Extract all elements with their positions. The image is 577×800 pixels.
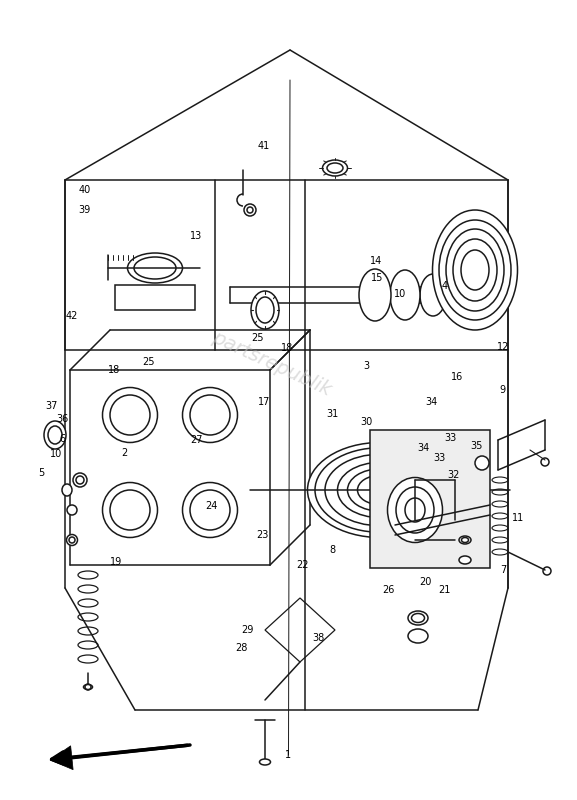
Text: 41: 41 <box>257 142 270 151</box>
Text: 10: 10 <box>50 450 62 459</box>
Text: 40: 40 <box>78 185 91 194</box>
Text: 36: 36 <box>56 414 69 424</box>
Polygon shape <box>50 746 73 770</box>
Text: 21: 21 <box>439 586 451 595</box>
Text: 18: 18 <box>281 343 294 353</box>
Text: 32: 32 <box>447 470 460 480</box>
Text: 19: 19 <box>110 557 123 566</box>
Ellipse shape <box>459 536 471 544</box>
Text: 13: 13 <box>190 231 203 241</box>
Text: 34: 34 <box>425 397 437 406</box>
Text: 12: 12 <box>497 342 509 352</box>
Ellipse shape <box>182 482 238 538</box>
Text: 42: 42 <box>65 311 78 321</box>
Circle shape <box>244 204 256 216</box>
Ellipse shape <box>44 421 66 449</box>
Ellipse shape <box>84 685 92 690</box>
Ellipse shape <box>323 160 347 176</box>
Text: 11: 11 <box>512 514 524 523</box>
Ellipse shape <box>408 629 428 643</box>
Text: 17: 17 <box>258 398 271 407</box>
Ellipse shape <box>475 271 505 319</box>
Ellipse shape <box>459 556 471 564</box>
Text: 25: 25 <box>143 357 155 366</box>
Ellipse shape <box>448 273 476 317</box>
Circle shape <box>67 505 77 515</box>
Ellipse shape <box>433 210 518 330</box>
Ellipse shape <box>408 611 428 625</box>
Text: 18: 18 <box>108 365 121 374</box>
Text: 8: 8 <box>329 545 335 554</box>
Text: 22: 22 <box>296 560 309 570</box>
Circle shape <box>475 456 489 470</box>
Text: 38: 38 <box>312 633 325 642</box>
Text: 35: 35 <box>470 442 482 451</box>
Ellipse shape <box>128 253 182 283</box>
Ellipse shape <box>73 473 87 487</box>
Text: 25: 25 <box>252 333 264 342</box>
Text: 33: 33 <box>433 454 446 463</box>
Ellipse shape <box>260 759 271 765</box>
Ellipse shape <box>308 442 452 538</box>
Ellipse shape <box>251 291 279 329</box>
Text: 34: 34 <box>417 443 429 453</box>
Text: 7: 7 <box>501 565 507 574</box>
Ellipse shape <box>182 387 238 442</box>
Text: 24: 24 <box>205 501 218 510</box>
Text: 33: 33 <box>444 433 456 442</box>
Text: 14: 14 <box>370 256 383 266</box>
Text: 6: 6 <box>59 434 65 444</box>
Text: 15: 15 <box>370 273 383 282</box>
Text: 16: 16 <box>451 372 464 382</box>
Polygon shape <box>370 430 490 568</box>
Text: 28: 28 <box>235 643 248 653</box>
Text: 3: 3 <box>364 362 369 371</box>
Text: 1: 1 <box>286 750 291 760</box>
Ellipse shape <box>66 534 77 546</box>
Polygon shape <box>115 285 195 310</box>
Text: 10: 10 <box>394 290 406 299</box>
Ellipse shape <box>62 484 72 496</box>
Text: 20: 20 <box>419 578 432 587</box>
Text: 30: 30 <box>360 418 373 427</box>
Text: 26: 26 <box>382 586 395 595</box>
Text: 9: 9 <box>500 385 505 394</box>
Text: 4: 4 <box>441 282 447 291</box>
Text: 23: 23 <box>256 530 268 540</box>
Text: 39: 39 <box>78 206 91 215</box>
Text: 31: 31 <box>327 409 339 418</box>
Text: partsrepublik: partsrepublik <box>209 328 334 400</box>
Text: 29: 29 <box>241 626 253 635</box>
Ellipse shape <box>388 478 443 542</box>
Ellipse shape <box>420 274 446 316</box>
Text: 37: 37 <box>46 401 58 410</box>
Text: 27: 27 <box>190 435 203 445</box>
Text: 2: 2 <box>121 448 127 458</box>
Ellipse shape <box>103 482 158 538</box>
Ellipse shape <box>103 387 158 442</box>
Text: 5: 5 <box>39 468 44 478</box>
Ellipse shape <box>390 270 420 320</box>
Ellipse shape <box>359 269 391 321</box>
